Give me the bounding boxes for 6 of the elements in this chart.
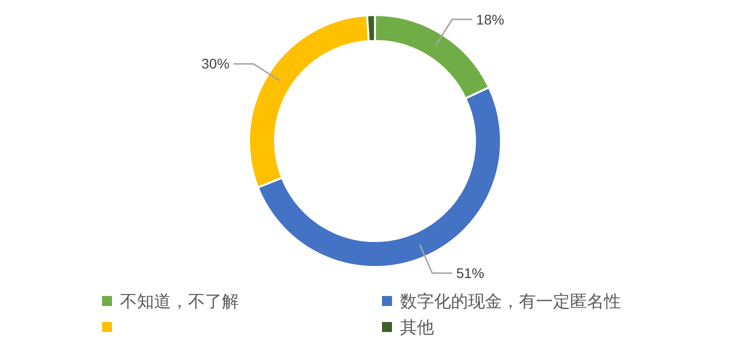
data-label: 30% — [201, 56, 230, 72]
legend-label: 数字化的现金，有一定匿名性 — [400, 290, 621, 312]
legend-label: 其他 — [400, 316, 434, 338]
data-label: 18% — [476, 11, 504, 28]
data-label: 51% — [456, 265, 484, 282]
legend-label: 不知道，不了解 — [120, 290, 239, 312]
